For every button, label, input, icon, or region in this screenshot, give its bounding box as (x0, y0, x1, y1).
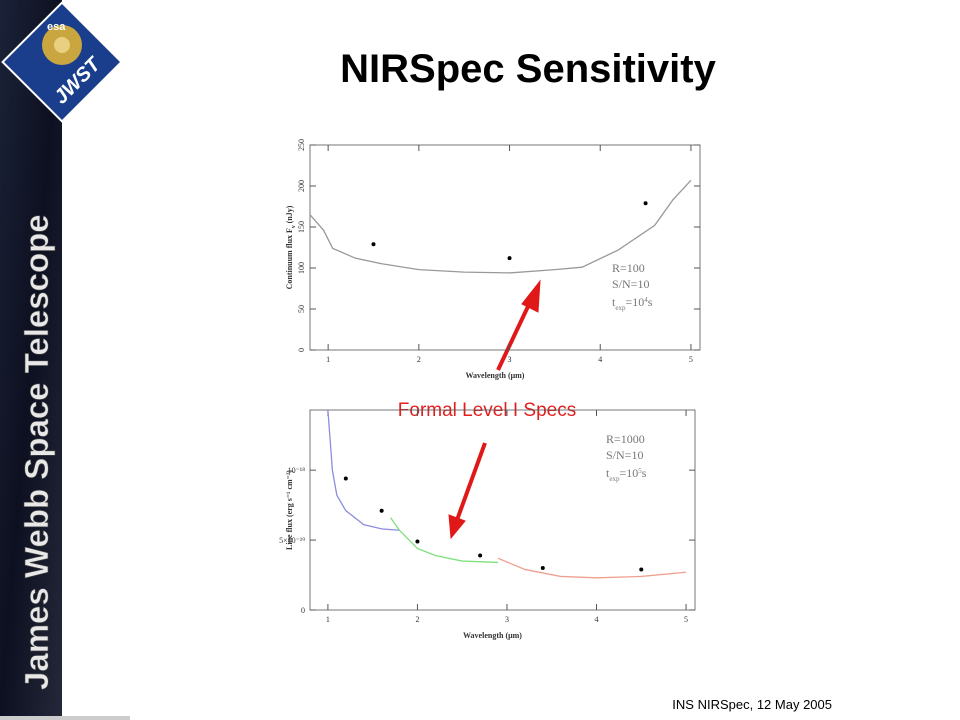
annotation-part: s (648, 295, 653, 309)
y-axis-label-part: Continuum flux F (285, 228, 294, 289)
y-tick-label: 150 (297, 221, 306, 233)
x-tick-label: 4 (598, 355, 602, 364)
y-tick-label: 250 (297, 139, 306, 151)
y-tick-label: 50 (297, 305, 306, 313)
annotation-part: 4 (644, 296, 648, 304)
y-tick-label: 0 (297, 348, 306, 352)
annotation: S/N=10 (606, 448, 643, 462)
spec-point (371, 242, 376, 247)
x-axis-label: Wavelength (μm) (463, 631, 522, 640)
banner-text: James Webb Space Telescope (18, 214, 55, 690)
x-axis-label: Wavelength (μm) (466, 371, 525, 380)
series-line (390, 517, 499, 564)
spec-point (343, 476, 348, 481)
y-tick-label: 100 (297, 262, 306, 274)
arrows (448, 279, 541, 540)
x-tick-label: 4 (595, 615, 599, 624)
plot-frame (309, 409, 696, 611)
annotation: R=100 (612, 261, 645, 275)
x-tick-label: 1 (326, 615, 330, 624)
x-tick-label: 3 (508, 355, 512, 364)
y-axis-label: Line flux (erg s⁻¹ cm⁻²) (285, 470, 294, 550)
series-line (497, 557, 687, 579)
footer: INS NIRSpec, 12 May 2005 (672, 697, 832, 712)
logo (1, 1, 123, 123)
y-tick-label: 0 (301, 606, 305, 615)
spec-point (478, 553, 483, 558)
annotation-part: t (606, 466, 610, 480)
slide-title: NIRSpec Sensitivity (340, 47, 716, 91)
annotation: R=1000 (606, 432, 645, 446)
series-line (327, 409, 400, 531)
side-banner (0, 0, 62, 720)
series-line (309, 179, 692, 274)
annotation-part: exp (609, 475, 620, 483)
callout: Formal Level I Specs (398, 400, 576, 421)
annotation-part: =10 (625, 295, 644, 309)
y-tick-label: 200 (297, 180, 306, 192)
spec-point (415, 539, 420, 544)
y-axis-label: Continuum flux Fν (nJy) (285, 205, 297, 289)
x-tick-label: 2 (417, 355, 421, 364)
y-tick-label: 5×10⁻¹⁹ (279, 536, 305, 545)
x-tick-label: 2 (415, 615, 419, 624)
spec-point (643, 201, 648, 206)
annotation: S/N=10 (612, 277, 649, 291)
x-tick-label: 1 (326, 355, 330, 364)
annotation: texp=105s (606, 466, 647, 483)
annotation-part: exp (615, 304, 626, 312)
x-tick-label: 5 (689, 355, 693, 364)
annotation-part: =10 (619, 466, 638, 480)
x-tick-label: 3 (505, 615, 509, 624)
annotation-part: t (612, 295, 616, 309)
logo-agency: esa (47, 21, 66, 33)
spec-point (540, 566, 545, 571)
annotation-part: s (642, 466, 647, 480)
spec-point (379, 508, 384, 513)
annotation-part: 5 (638, 467, 642, 475)
plot-frame (309, 144, 701, 351)
y-axis-label-part: Line flux (erg s⁻¹ cm⁻²) (285, 470, 294, 550)
x-tick-label: 5 (684, 615, 688, 624)
y-axis-label-part: (nJy) (285, 205, 294, 225)
bottom-rule (0, 716, 130, 720)
annotation: texp=104s (612, 295, 653, 312)
y-axis-label-part: ν (291, 225, 297, 229)
spec-point (507, 256, 512, 261)
y-tick-label: 10⁻¹⁸ (288, 466, 306, 475)
spec-point (639, 567, 644, 572)
